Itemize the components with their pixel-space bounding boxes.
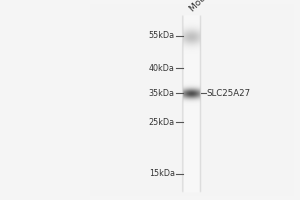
Text: 55kDa: 55kDa (148, 31, 175, 40)
Text: 40kDa: 40kDa (149, 64, 175, 73)
Text: SLC25A27: SLC25A27 (206, 89, 250, 98)
Text: 35kDa: 35kDa (149, 89, 175, 98)
Text: 25kDa: 25kDa (148, 118, 175, 127)
Text: 15kDa: 15kDa (149, 169, 175, 178)
Text: Mouse brain: Mouse brain (188, 0, 233, 14)
